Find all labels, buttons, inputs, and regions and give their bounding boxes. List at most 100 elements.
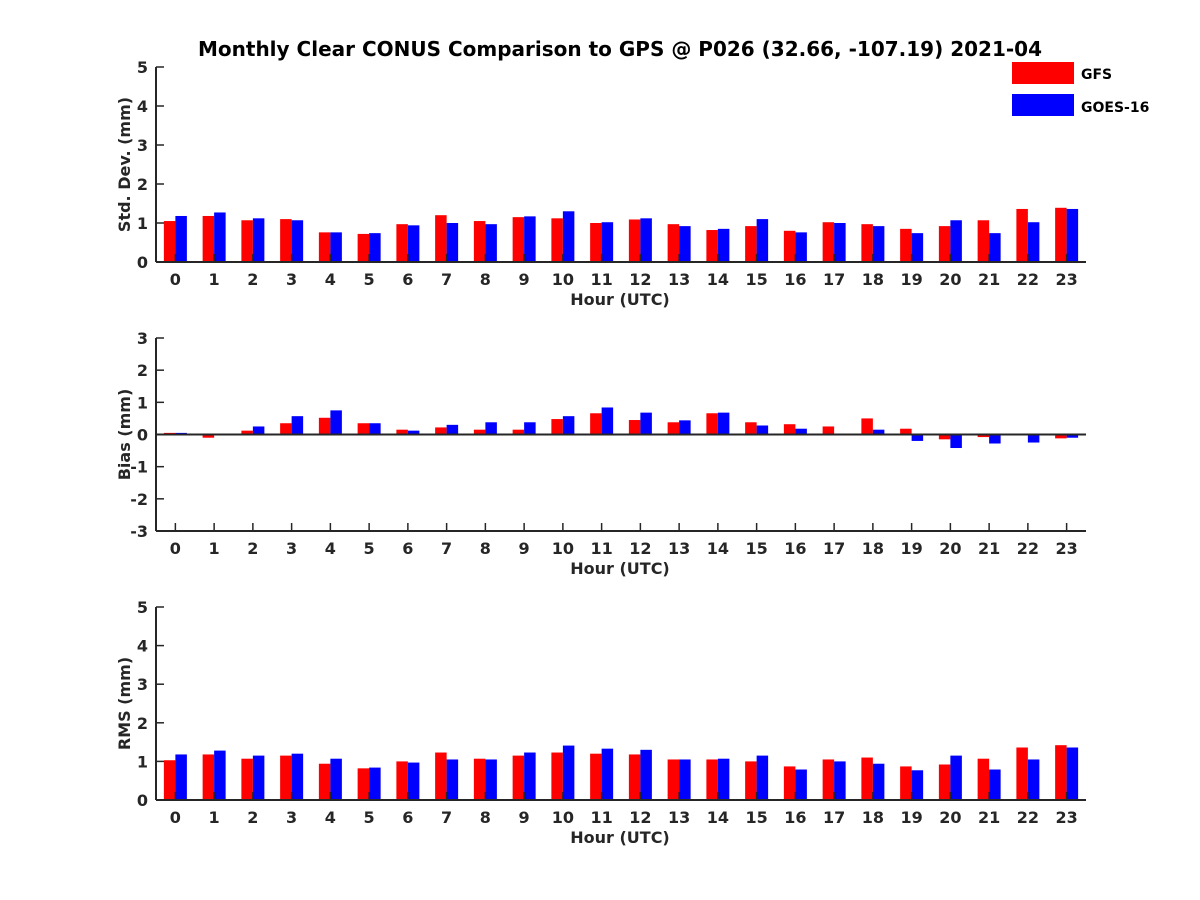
rms-xtick-label: 1 [209, 808, 220, 827]
std-dev-bar-gfs-7 [435, 215, 447, 262]
bias-bar-gfs-12 [628, 420, 641, 435]
rms-bar-goes16-3 [291, 753, 304, 800]
bias-xtick-label: 12 [629, 539, 651, 558]
bias-bar-gfs-21 [977, 434, 990, 438]
bias-bar-goes16-23 [1066, 434, 1079, 438]
rms-xtick-label: 10 [552, 808, 574, 827]
std-dev-bar-gfs-0 [163, 221, 176, 262]
rms-bar-goes16-9 [524, 752, 536, 800]
rms-bar-goes16-19 [911, 770, 924, 800]
std-dev-bar-gfs-18 [861, 224, 873, 262]
bias-bar-gfs-5 [357, 423, 370, 435]
bias-bar-gfs-9 [512, 429, 525, 435]
std-dev-bar-gfs-17 [822, 222, 835, 262]
bias-bar-goes16-12 [640, 412, 652, 435]
bias-bar-goes16-20 [950, 434, 962, 449]
legend: GFS GOES-16 [1012, 62, 1149, 116]
std-dev-ytick-label: 4 [137, 97, 148, 116]
rms-bar-goes16-17 [834, 761, 846, 800]
std-dev-bar-goes16-4 [330, 232, 342, 262]
std-dev-xtick-label: 0 [170, 270, 181, 289]
std-dev-bar-goes16-18 [872, 226, 885, 262]
legend-label-gfs: GFS [1081, 67, 1112, 83]
rms-bar-gfs-16 [783, 766, 796, 800]
bias-ytick-label: -3 [130, 522, 148, 541]
rms-ytick-label: 2 [137, 714, 148, 733]
rms-xlabel: Hour (UTC) [570, 828, 670, 847]
std-dev-xtick-label: 5 [364, 270, 375, 289]
std-dev-bar-gfs-2 [241, 220, 253, 262]
std-dev-bar-goes16-13 [679, 226, 691, 262]
std-dev-bar-gfs-19 [900, 228, 912, 262]
legend-label-goes16: GOES-16 [1081, 100, 1149, 116]
std-dev-bar-gfs-12 [628, 219, 641, 262]
rms-bar-gfs-19 [900, 766, 912, 800]
std-dev-bar-gfs-8 [473, 221, 486, 262]
rms-bar-goes16-7 [446, 759, 459, 800]
bias-xtick-label: 21 [978, 539, 1000, 558]
std-dev-xtick-label: 19 [900, 270, 922, 289]
rms-bar-goes16-2 [252, 755, 265, 800]
bias-bar-goes16-8 [485, 422, 497, 435]
rms-bar-gfs-11 [590, 753, 602, 800]
bias-xtick-label: 2 [247, 539, 258, 558]
rms-bar-goes16-14 [717, 758, 730, 800]
bias-xtick-label: 23 [1055, 539, 1077, 558]
bias-bar-goes16-22 [1027, 434, 1040, 443]
rms-xtick-label: 9 [519, 808, 530, 827]
bias-xtick-label: 1 [209, 539, 220, 558]
std-dev-bar-goes16-11 [601, 222, 614, 262]
rms-xtick-label: 15 [745, 808, 767, 827]
std-dev-bar-goes16-16 [795, 232, 807, 262]
rms-bar-goes16-23 [1066, 747, 1079, 800]
std-dev-xtick-label: 8 [480, 270, 491, 289]
std-dev-ytick-label: 2 [137, 175, 148, 194]
bias-bar-goes16-9 [524, 422, 536, 435]
bias-bar-gfs-13 [667, 422, 680, 435]
std-dev-bar-goes16-8 [485, 224, 497, 262]
std-dev-bar-goes16-3 [291, 220, 304, 262]
rms-bar-gfs-10 [551, 752, 563, 800]
rms-bar-goes16-18 [872, 763, 885, 800]
rms-bar-goes16-1 [214, 750, 226, 800]
bias-xtick-label: 22 [1017, 539, 1039, 558]
rms-bar-gfs-13 [667, 759, 680, 800]
bias-bar-goes16-5 [369, 423, 381, 435]
rms-bar-goes16-11 [601, 748, 614, 800]
bias-xtick-label: 3 [286, 539, 297, 558]
rms-bar-goes16-4 [330, 758, 342, 800]
std-dev-xtick-label: 1 [209, 270, 220, 289]
rms-xtick-label: 3 [286, 808, 297, 827]
bias-bar-goes16-16 [795, 428, 807, 435]
std-dev-bar-gfs-14 [706, 230, 718, 262]
std-dev-bar-goes16-0 [175, 215, 187, 262]
bias-bar-goes16-3 [291, 416, 304, 435]
rms-bar-goes16-15 [756, 755, 769, 800]
rms-bar-gfs-8 [473, 758, 486, 800]
bias-bar-goes16-2 [252, 426, 265, 435]
std-dev-bar-goes16-21 [989, 233, 1001, 262]
std-dev-bar-goes16-1 [214, 212, 226, 262]
std-dev-bar-goes16-2 [252, 218, 265, 262]
rms-xtick-label: 7 [441, 808, 452, 827]
bias-bar-gfs-10 [551, 419, 563, 435]
bias-bar-goes16-14 [717, 412, 730, 435]
bias-xtick-label: 9 [519, 539, 530, 558]
std-dev-xtick-label: 12 [629, 270, 651, 289]
rms-ytick-label: 1 [137, 752, 148, 771]
rms-bar-goes16-10 [562, 745, 575, 800]
std-dev-xtick-label: 4 [325, 270, 336, 289]
rms-xtick-label: 22 [1017, 808, 1039, 827]
bias-ytick-label: 3 [137, 329, 148, 348]
bias-ylabel: Bias (mm) [115, 389, 134, 481]
bias-bar-goes16-21 [989, 434, 1001, 444]
std-dev-xtick-label: 11 [590, 270, 612, 289]
bias-bar-gfs-17 [822, 426, 835, 435]
bias-ytick-label: 1 [137, 393, 148, 412]
rms-xtick-label: 6 [402, 808, 413, 827]
std-dev-xtick-label: 13 [668, 270, 690, 289]
rms-bar-goes16-16 [795, 769, 807, 800]
std-dev-xtick-label: 7 [441, 270, 452, 289]
std-dev-bar-gfs-21 [977, 220, 990, 262]
rms-bar-goes16-22 [1027, 759, 1040, 800]
